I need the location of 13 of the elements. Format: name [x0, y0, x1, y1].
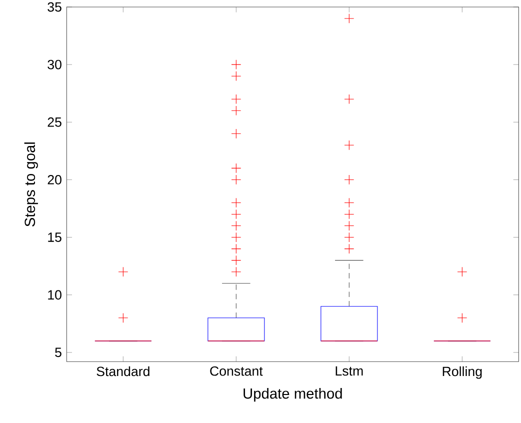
y-tick-label: 10: [48, 290, 62, 300]
x-tick-label: Constant: [210, 366, 263, 376]
y-tick-label: 15: [48, 232, 62, 242]
y-tick-label: 5: [55, 348, 62, 358]
y-tick-label: 25: [48, 117, 62, 127]
x-tick-label: Standard: [96, 366, 150, 376]
y-tick-label: 30: [48, 60, 62, 70]
y-tick-label: 20: [48, 175, 62, 184]
y-axis-title: Steps to goal: [24, 142, 38, 226]
x-axis-title: Update method: [244, 388, 342, 402]
x-tick-label: Lstm: [336, 366, 363, 376]
y-tick-label: 35: [48, 2, 62, 12]
x-tick-label: Rolling: [442, 366, 482, 379]
